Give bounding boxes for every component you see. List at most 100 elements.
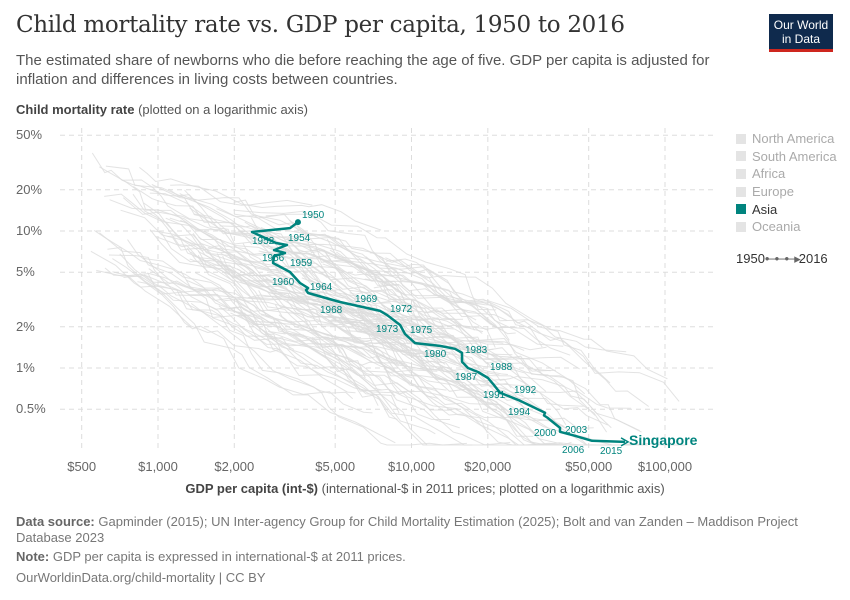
- background-country-line: [104, 193, 324, 287]
- y-tick-label: 20%: [16, 182, 42, 197]
- year-label: 1987: [455, 372, 478, 383]
- background-country-line: [233, 209, 516, 335]
- background-country-line: [109, 199, 381, 320]
- legend-item-africa[interactable]: Africa: [736, 165, 837, 183]
- x-tick-label: $500: [67, 459, 96, 474]
- background-country-line: [286, 238, 496, 348]
- background-country-line: [324, 250, 504, 344]
- background-country-line: [316, 298, 608, 433]
- background-country-line: [223, 265, 352, 338]
- x-axis-label: GDP per capita (int-$) (international-$ …: [0, 481, 850, 496]
- background-country-line: [219, 308, 398, 420]
- singapore-label: Singapore: [629, 432, 698, 448]
- y-tick-label: 1%: [16, 360, 35, 375]
- background-country-line: [292, 334, 543, 438]
- legend-item-asia[interactable]: Asia: [736, 200, 837, 218]
- background-country-line: [194, 272, 356, 394]
- background-country-line: [312, 253, 464, 321]
- background-country-line: [190, 251, 396, 371]
- legend-item-north-america[interactable]: North America: [736, 130, 837, 148]
- x-axis-label-bold: GDP per capita (int-$): [185, 481, 319, 496]
- x-tick-label: $100,000: [638, 459, 692, 474]
- year-label: 1991: [483, 390, 506, 401]
- background-country-line: [179, 193, 454, 329]
- y-axis-label-note: (plotted on a logarithmic axis): [138, 102, 308, 117]
- background-country-line: [327, 333, 611, 446]
- time-end: 2016: [798, 251, 828, 266]
- year-label: 1964: [310, 282, 333, 293]
- source-url[interactable]: OurWorldinData.org/child-mortality | CC …: [16, 570, 266, 585]
- y-tick-label: 10%: [16, 223, 42, 238]
- x-tick-label: $1,000: [138, 459, 178, 474]
- background-country-line: [143, 257, 319, 336]
- year-label: 1954: [288, 233, 311, 244]
- data-source: Data source: Gapminder (2015); UN Inter-…: [16, 514, 798, 545]
- background-country-line: [222, 255, 367, 357]
- background-country-line: [369, 252, 611, 384]
- singapore-line: [250, 221, 626, 444]
- background-country-line: [359, 322, 508, 375]
- year-label: 1950: [302, 210, 325, 221]
- x-tick-label: $10,000: [388, 459, 435, 474]
- year-label: 2000: [534, 428, 557, 439]
- background-country-line: [309, 328, 609, 446]
- background-country-line: [265, 213, 497, 311]
- year-label: 1959: [290, 258, 313, 269]
- background-country-line: [237, 297, 447, 391]
- background-country-line: [112, 258, 254, 315]
- legend-item-south-america[interactable]: South America: [736, 148, 837, 166]
- owid-logo[interactable]: Our World in Data: [769, 14, 833, 52]
- background-country-line: [186, 279, 415, 394]
- background-country-line: [274, 266, 402, 335]
- background-country-line: [143, 202, 438, 372]
- legend-item-oceania[interactable]: Oceania: [736, 218, 837, 236]
- background-country-line: [99, 232, 273, 326]
- background-country-line: [384, 265, 627, 353]
- background-country-line: [107, 246, 396, 444]
- singapore-start-marker: [294, 219, 301, 226]
- background-country-line: [167, 234, 303, 290]
- background-country-line: [322, 263, 571, 356]
- x-tick-label: $20,000: [464, 459, 511, 474]
- year-label: 1952: [252, 236, 275, 247]
- background-country-line: [342, 336, 439, 399]
- background-country-line: [170, 184, 313, 206]
- x-axis-label-note: (international-$ in 2011 prices; plotted…: [321, 481, 665, 496]
- background-country-line: [190, 302, 467, 446]
- x-tick-label: $5,000: [315, 459, 355, 474]
- background-country-line: [351, 303, 540, 410]
- year-label: 1994: [508, 407, 531, 418]
- background-country-line: [233, 213, 334, 264]
- background-country-line: [96, 269, 286, 335]
- year-label: 1956: [262, 253, 285, 264]
- year-label: 1980: [424, 349, 447, 360]
- background-country-line: [193, 255, 418, 327]
- background-country-line: [153, 230, 301, 268]
- background-country-line: [207, 245, 451, 339]
- background-country-line: [308, 236, 508, 322]
- y-tick-label: 0.5%: [16, 401, 46, 416]
- x-tick-label: $2,000: [214, 459, 254, 474]
- background-country-line: [148, 268, 396, 397]
- year-label: 1988: [490, 362, 513, 373]
- background-country-line: [99, 166, 347, 276]
- arrow-icon: •─•─•─▸: [764, 251, 801, 266]
- background-country-line: [180, 219, 433, 345]
- background-country-line: [123, 274, 373, 363]
- singapore-end-arrow: [620, 437, 630, 447]
- background-country-line: [271, 234, 475, 331]
- year-label: 1960: [272, 277, 295, 288]
- legend-item-europe[interactable]: Europe: [736, 183, 837, 201]
- year-label: 1975: [410, 325, 433, 336]
- background-country-line: [185, 236, 457, 382]
- background-country-line: [189, 207, 344, 299]
- background-country-line: [361, 327, 640, 432]
- time-start: 1950: [736, 251, 765, 266]
- background-country-line: [370, 289, 586, 395]
- chart-title: Child mortality rate vs. GDP per capita,…: [16, 12, 625, 38]
- time-legend: 1950•─•─•─▸2016: [736, 251, 828, 267]
- legend: North America South America Africa Europ…: [736, 130, 837, 236]
- year-label: 1973: [376, 324, 399, 335]
